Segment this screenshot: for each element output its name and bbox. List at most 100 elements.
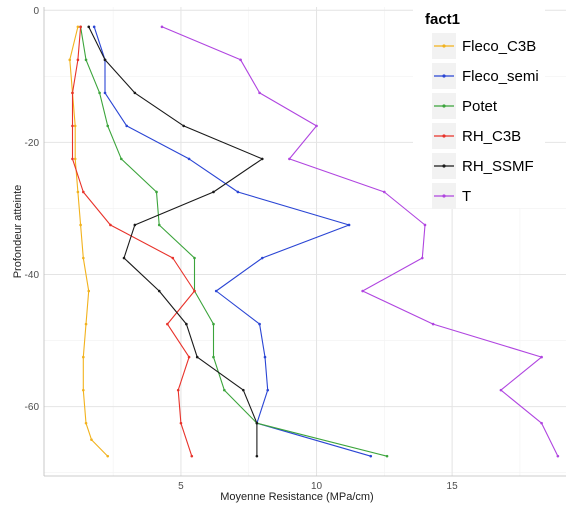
data-point-fleco-semi [266, 388, 270, 392]
data-point-fleco-semi [347, 223, 351, 227]
data-point-fleco-semi [369, 454, 373, 458]
legend-key-point [442, 44, 446, 48]
data-point-potet [155, 190, 158, 194]
data-point-fleco-semi [92, 25, 96, 29]
legend-label-t: T [462, 188, 471, 205]
series-t [160, 25, 560, 458]
data-point-potet [98, 91, 101, 95]
data-point-fleco-c3b [106, 454, 110, 458]
data-point-t [556, 454, 560, 458]
data-point-rh-c3b [166, 322, 169, 326]
data-point-rh-c3b [71, 91, 74, 95]
x-tick-label: 10 [311, 481, 323, 492]
data-point-t [288, 157, 291, 161]
data-point-potet [193, 256, 196, 260]
data-point-potet [385, 454, 389, 458]
x-axis-title: Moyenne Resistance (MPa/cm) [220, 491, 373, 503]
x-tick-label: 15 [447, 481, 459, 492]
y-tick-label: -60 [25, 402, 40, 413]
data-point-t [258, 91, 261, 95]
data-point-rh-c3b [79, 25, 82, 29]
data-point-fleco-semi [125, 124, 129, 128]
data-point-fleco-c3b [68, 58, 72, 62]
data-point-fleco-c3b [84, 322, 88, 326]
x-tick-label: 5 [178, 481, 184, 492]
data-point-fleco-c3b [82, 388, 85, 392]
legend-key-point [442, 104, 446, 108]
legend-key-point [442, 74, 446, 78]
data-point-potet [223, 388, 226, 392]
grid [44, 7, 566, 476]
legend-item-fleco-c3b: Fleco_C3B [432, 33, 536, 59]
data-point-rh-c3b [190, 454, 194, 458]
data-point-rh-c3b [109, 223, 112, 227]
series-line-t [161, 26, 559, 457]
data-point-t [423, 223, 427, 227]
data-point-fleco-c3b [82, 355, 85, 359]
data-point-rh-ssmf [195, 355, 199, 359]
data-point-rh-c3b [187, 355, 191, 359]
legend-key-point [442, 134, 446, 138]
legend-label-rh-c3b: RH_C3B [462, 128, 521, 145]
data-point-rh-c3b [71, 124, 74, 128]
data-point-rh-ssmf [182, 124, 185, 128]
data-point-potet [106, 124, 110, 128]
y-tick-label: -20 [25, 138, 40, 149]
legend-label-fleco-semi: Fleco_semi [462, 68, 539, 85]
data-point-rh-ssmf [242, 388, 245, 392]
data-point-fleco-semi [187, 157, 191, 161]
data-point-fleco-c3b [73, 157, 77, 161]
data-point-potet [212, 355, 215, 359]
data-point-potet [212, 322, 215, 326]
data-point-rh-c3b [171, 256, 175, 260]
data-point-fleco-c3b [79, 223, 82, 227]
legend-item-fleco-semi: Fleco_semi [432, 63, 539, 89]
data-point-rh-ssmf [255, 454, 259, 458]
series-line-fleco-semi [93, 26, 371, 457]
y-tick-label: -40 [25, 270, 40, 281]
legend-item-potet: Potet [432, 93, 498, 119]
data-point-fleco-semi [258, 322, 261, 326]
data-point-rh-ssmf [212, 190, 215, 194]
data-point-rh-ssmf [185, 322, 188, 326]
data-point-t [160, 25, 164, 29]
data-point-rh-ssmf [133, 91, 137, 95]
series-rh-c3b [71, 25, 196, 458]
data-point-rh-c3b [71, 157, 74, 161]
data-point-rh-ssmf [103, 58, 107, 62]
legend-item-rh-c3b: RH_C3B [432, 123, 521, 149]
y-tick-label: 0 [33, 6, 39, 17]
series-fleco-c3b [68, 25, 110, 458]
legend: fact1 Fleco_C3B Fleco_semi Potet RH_C3B RH_S… [413, 3, 545, 209]
data-point-rh-c3b [76, 58, 80, 62]
data-point-potet [157, 223, 161, 227]
legend-label-potet: Potet [462, 98, 498, 115]
legend-label-fleco-c3b: Fleco_C3B [462, 38, 536, 55]
series-line-rh-c3b [71, 26, 196, 457]
data-point-t [540, 355, 543, 359]
data-point-potet [84, 58, 88, 62]
data-point-rh-ssmf [87, 25, 91, 29]
data-point-rh-ssmf [255, 421, 259, 425]
data-point-rh-c3b [193, 289, 196, 293]
data-point-t [431, 322, 435, 326]
data-point-fleco-semi [103, 91, 107, 95]
data-point-fleco-c3b [76, 190, 80, 194]
data-point-rh-ssmf [133, 223, 137, 227]
data-point-fleco-c3b [84, 421, 88, 425]
data-point-fleco-c3b [87, 289, 91, 293]
data-point-fleco-semi [236, 190, 240, 194]
data-point-t [383, 190, 386, 194]
data-point-fleco-c3b [76, 25, 80, 29]
data-point-fleco-semi [263, 355, 267, 359]
data-point-t [540, 421, 543, 425]
y-axis-title: Profondeur atteinte [12, 185, 24, 279]
series-line-potet [80, 26, 388, 457]
legend-title: fact1 [425, 11, 460, 28]
legend-item-rh-ssmf: RH_SSMF [432, 153, 534, 179]
series-line-rh-ssmf [88, 26, 263, 457]
legend-item-t: T [432, 183, 471, 209]
data-point-fleco-c3b [82, 256, 85, 260]
data-point-t [315, 124, 318, 128]
